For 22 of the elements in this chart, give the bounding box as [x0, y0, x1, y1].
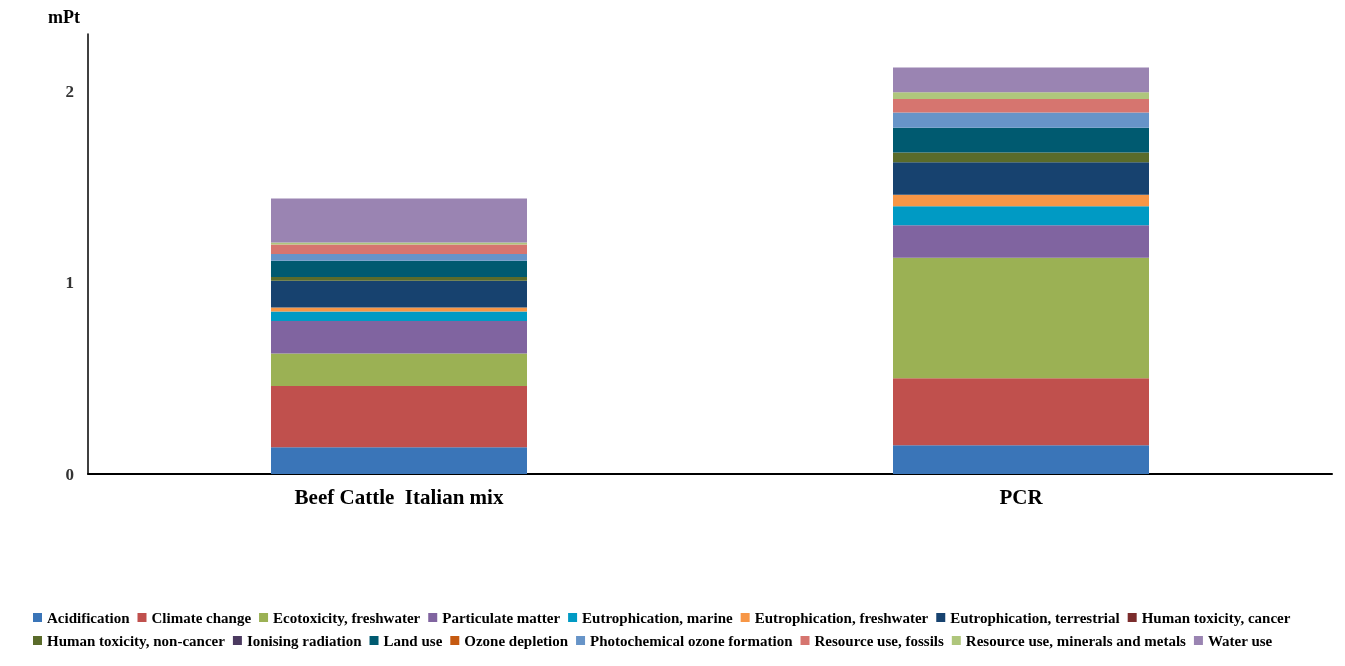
legend-label: Eutrophication, terrestrial	[950, 609, 1120, 626]
legend-label: Ionising radiation	[246, 632, 363, 649]
y-tick-label: 1	[65, 273, 74, 293]
legend-label: Eutrophication, freshwater	[754, 609, 929, 626]
legend-label: Land use	[383, 632, 443, 649]
legend-label: Resource use, minerals and metals	[965, 632, 1187, 649]
y-tick-label: 0	[65, 464, 74, 484]
legend-label: Ecotoxicity, freshwater	[273, 609, 421, 626]
legend-label: Climate change	[151, 609, 252, 626]
legend-label: Ozone depletion	[464, 632, 569, 649]
legend-label: Resource use, fossils	[814, 632, 944, 649]
legend-label: Acidification	[47, 609, 131, 626]
x-tick-label: PCR	[999, 484, 1044, 509]
y-tick-label: 2	[65, 81, 74, 101]
legend-label: Water use	[1207, 632, 1273, 649]
x-tick-label: Beef Cattle Italian mix	[294, 484, 504, 509]
legend-label: Eutrophication, marine	[582, 609, 733, 626]
y-axis-title: mPt	[48, 7, 80, 27]
legend-label: Photochemical ozone formation	[590, 632, 794, 649]
legend-label: Particulate matter	[442, 609, 561, 626]
legend-label: Human toxicity, non-cancer	[47, 632, 226, 649]
legend-label: Human toxicity, cancer	[1141, 609, 1291, 626]
